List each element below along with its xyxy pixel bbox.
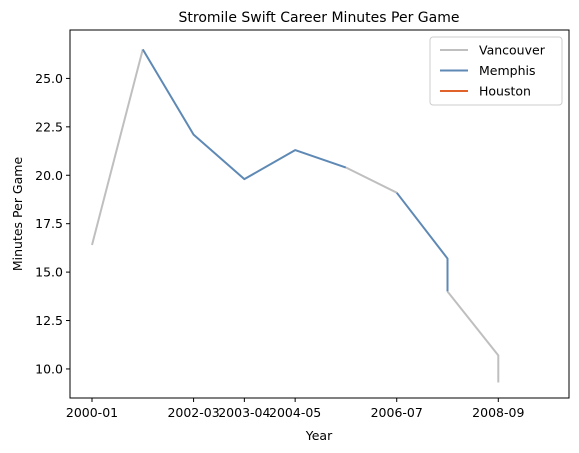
- x-tick-label: 2003-04: [218, 405, 270, 420]
- series-line-vancouver: [446, 290, 500, 383]
- legend-label-memphis: Memphis: [479, 63, 536, 78]
- series-line-memphis: [395, 192, 449, 292]
- y-tick-label: 20.0: [35, 168, 63, 183]
- y-tick-label: 10.0: [35, 361, 63, 376]
- x-axis-title: Year: [305, 428, 333, 443]
- series-layer: [91, 48, 500, 383]
- legend-label-vancouver: Vancouver: [479, 43, 546, 58]
- series-line-vancouver: [91, 49, 144, 246]
- legend-box: [429, 36, 563, 106]
- y-tick-label: 12.5: [35, 313, 63, 328]
- legend: Vancouver Memphis Houston: [429, 36, 563, 106]
- y-axis-title: Minutes Per Game: [10, 157, 25, 272]
- legend-label-houston: Houston: [479, 84, 531, 99]
- chart-title: Stromile Swift Career Minutes Per Game: [179, 10, 460, 26]
- x-tick-label: 2006-07: [371, 405, 423, 420]
- x-tick-label: 2004-05: [269, 405, 321, 420]
- x-tick-label: 2008-09: [472, 405, 524, 420]
- x-tick-label: 2002-03: [167, 405, 219, 420]
- y-tick-label: 25.0: [35, 71, 63, 86]
- y-tick-label: 15.0: [35, 265, 63, 280]
- y-tick-label: 22.5: [35, 119, 63, 134]
- y-axis: 10.0 12.5 15.0 17.5 20.0 22.5 25.0: [35, 71, 70, 376]
- series-line-memphis: [141, 48, 347, 181]
- series-line-vancouver: [345, 166, 398, 194]
- x-tick-label: 2000-01: [66, 405, 118, 420]
- y-tick-label: 17.5: [35, 216, 63, 231]
